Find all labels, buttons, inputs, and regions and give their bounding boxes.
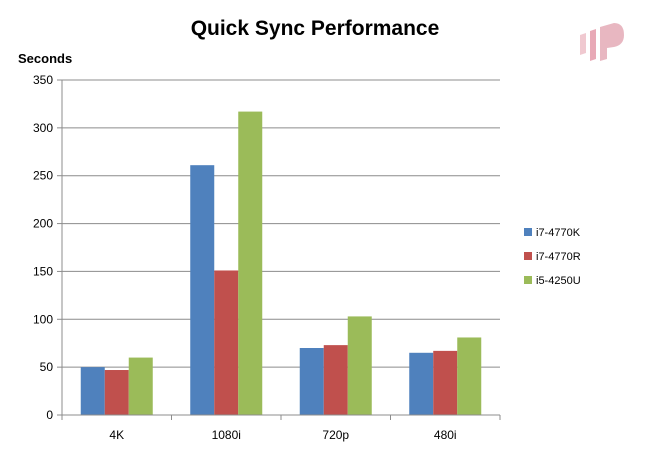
x-tick-label: 720p bbox=[322, 428, 349, 442]
y-ticks: 0 50 100 150 200 250 300 350 bbox=[33, 73, 62, 422]
y-tick-label: 250 bbox=[33, 169, 53, 183]
bar bbox=[347, 316, 372, 415]
y-tick-label: 50 bbox=[40, 360, 54, 374]
bar bbox=[409, 352, 434, 415]
y-tick-label: 300 bbox=[33, 121, 53, 135]
x-tick-label: 480i bbox=[434, 428, 457, 442]
chart-title: Quick Sync Performance bbox=[191, 17, 440, 40]
legend-swatch bbox=[524, 276, 532, 284]
bars bbox=[80, 111, 482, 415]
legend: i7-4770K i7-4770R i5-4250U bbox=[524, 227, 581, 287]
x-tick-label: 4K bbox=[109, 428, 124, 442]
y-tick-label: 150 bbox=[33, 264, 53, 278]
y-tick-label: 100 bbox=[33, 312, 53, 326]
bar bbox=[80, 367, 105, 415]
y-axis-label: Seconds bbox=[18, 51, 72, 66]
legend-label: i7-4770R bbox=[536, 251, 581, 263]
watermark-logo bbox=[580, 23, 624, 61]
bar bbox=[104, 370, 129, 415]
y-tick-label: 350 bbox=[33, 73, 53, 87]
x-tick-label: 1080i bbox=[212, 428, 241, 442]
legend-swatch bbox=[524, 228, 532, 236]
bar bbox=[238, 111, 263, 415]
bar bbox=[433, 350, 458, 415]
legend-swatch bbox=[524, 252, 532, 260]
bar bbox=[214, 270, 239, 415]
gridlines bbox=[62, 79, 500, 368]
bar bbox=[299, 348, 324, 415]
y-tick-label: 0 bbox=[46, 408, 53, 422]
y-tick-label: 200 bbox=[33, 217, 53, 231]
x-ticks: 4K 1080i 720p 480i bbox=[61, 415, 501, 442]
bar bbox=[128, 357, 153, 415]
bar bbox=[190, 165, 215, 415]
bar bbox=[457, 337, 482, 415]
legend-label: i7-4770K bbox=[536, 227, 581, 239]
bar bbox=[323, 345, 348, 415]
legend-label: i5-4250U bbox=[536, 275, 581, 287]
